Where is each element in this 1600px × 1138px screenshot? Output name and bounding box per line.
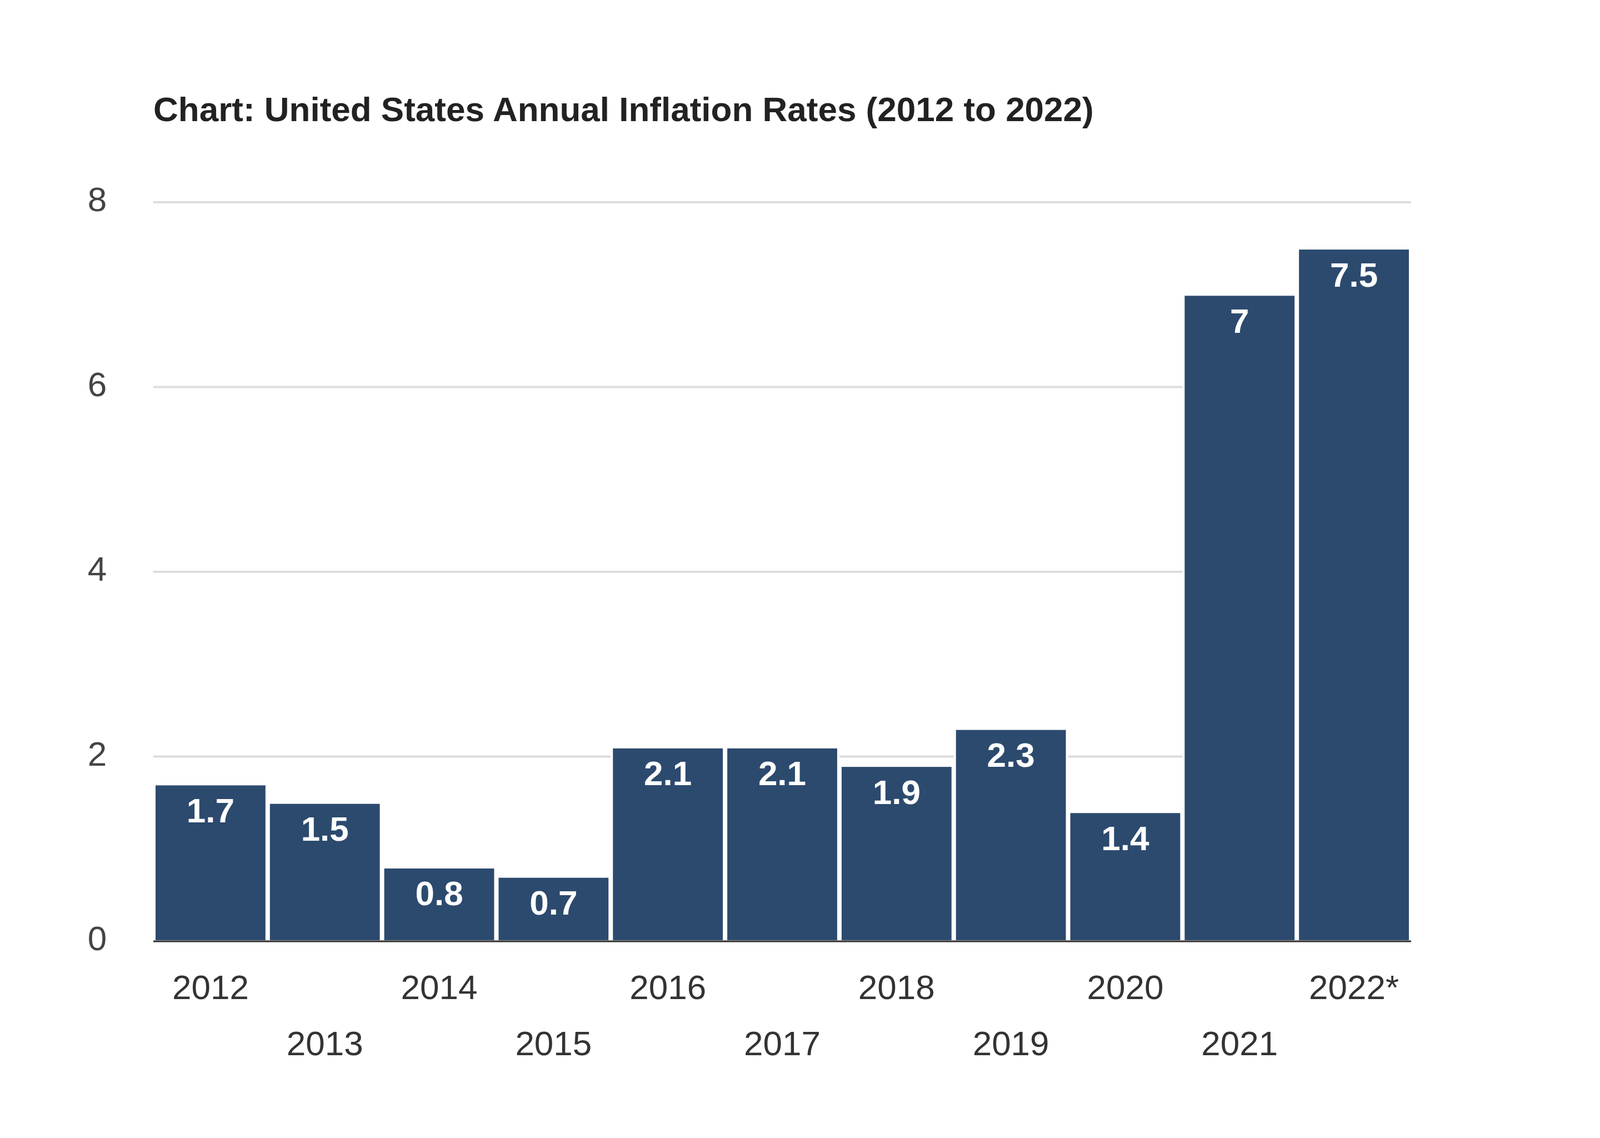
background [0,0,1600,1138]
data-label: 0.8 [415,873,463,913]
y-tick-label: 2 [87,734,107,773]
data-label: 2.1 [758,753,807,793]
data-label: 1.7 [186,791,235,830]
x-tick-label: 2019 [972,1023,1050,1063]
y-tick-label: 6 [87,365,107,404]
data-labels: 1.7 1.5 0.8 0.7 2.1 2.1 1.9 2.3 1.4 7 7.5 [186,255,1378,923]
data-label: 1.5 [301,809,349,848]
chart-root: Chart: United States Annual Inflation Ra… [0,0,1600,1138]
data-label: 0.7 [529,883,578,922]
bar [1069,811,1182,942]
data-label: 7.5 [1330,255,1378,294]
bar [1297,248,1410,942]
y-tick-label: 0 [87,918,107,958]
x-tick-label: 2020 [1086,967,1164,1007]
bar [726,747,839,942]
x-tick-label: 2022* [1308,967,1399,1007]
bars [154,248,1410,942]
x-tick-label: 2017 [743,1023,821,1063]
title: Chart: United States Annual Inflation Ra… [153,90,1094,129]
x-axis: 2012 2013 2014 2015 2016 2017 2018 2019 2020 2021… [153,941,1412,1063]
data-label: 2.1 [643,753,692,793]
bar [383,867,496,942]
x-tick-label: 2018 [858,967,935,1007]
bar [154,783,267,942]
data-label: 7 [1230,301,1249,340]
grid-line [153,201,1412,204]
data-label: 1.4 [1101,818,1150,858]
x-tick-label: 2021 [1201,1023,1278,1063]
chart: Chart: United States Annual Inflation Ra… [0,0,1600,1138]
bar [611,747,724,942]
y-tick-label: 8 [87,180,107,219]
y-tick-label: 4 [87,549,107,588]
bar [497,876,610,942]
grid-line [153,940,1412,943]
x-tick-label: 2014 [401,967,478,1007]
x-axis-line [153,940,1412,943]
data-label: 2.3 [987,735,1035,774]
x-tick-label: 2015 [515,1023,592,1063]
y-axis: 0 2 4 6 8 [87,180,1412,958]
bar [268,802,382,942]
bar [955,728,1068,942]
x-tick-label: 2013 [286,1023,364,1063]
data-label: 1.9 [872,772,921,812]
x-tick-label: 2016 [629,967,707,1007]
x-tick-label: 2012 [172,967,249,1007]
bar [1183,294,1296,942]
bar [840,765,953,942]
